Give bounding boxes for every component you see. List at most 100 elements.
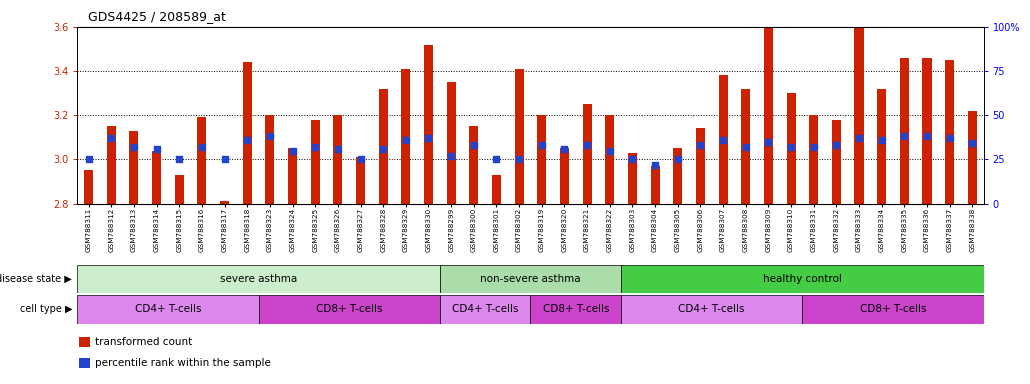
Bar bbox=[651, 166, 659, 204]
Bar bbox=[628, 153, 637, 204]
Point bbox=[715, 137, 731, 143]
Point bbox=[579, 142, 595, 148]
Bar bbox=[84, 170, 93, 204]
Point bbox=[126, 144, 142, 150]
Bar bbox=[810, 115, 818, 204]
Bar bbox=[674, 148, 682, 204]
Point bbox=[352, 156, 369, 162]
Point bbox=[964, 141, 981, 147]
Bar bbox=[787, 93, 795, 204]
Point bbox=[239, 137, 255, 143]
Text: healthy control: healthy control bbox=[763, 274, 842, 284]
Point bbox=[194, 144, 210, 150]
Text: CD4+ T-cells: CD4+ T-cells bbox=[679, 304, 745, 314]
Point bbox=[148, 146, 165, 152]
Bar bbox=[356, 157, 365, 204]
Bar bbox=[530, 295, 621, 324]
Bar bbox=[900, 58, 908, 204]
Point bbox=[670, 156, 686, 162]
Bar bbox=[583, 104, 591, 204]
Bar bbox=[440, 295, 530, 324]
Bar bbox=[334, 115, 342, 204]
Bar bbox=[259, 295, 440, 324]
Bar bbox=[220, 201, 229, 204]
Bar bbox=[878, 89, 886, 204]
Bar bbox=[243, 62, 251, 204]
Bar bbox=[175, 175, 183, 204]
Text: percentile rank within the sample: percentile rank within the sample bbox=[95, 358, 271, 368]
Bar bbox=[440, 265, 621, 293]
Bar bbox=[198, 118, 206, 204]
Point bbox=[828, 142, 845, 148]
Text: CD8+ T-cells: CD8+ T-cells bbox=[543, 304, 609, 314]
Bar bbox=[923, 58, 931, 204]
Bar bbox=[77, 295, 259, 324]
Bar bbox=[470, 126, 478, 204]
Bar bbox=[79, 337, 90, 347]
Point bbox=[443, 153, 459, 159]
Bar bbox=[696, 128, 705, 204]
Bar bbox=[621, 265, 984, 293]
Point bbox=[398, 137, 414, 143]
Point bbox=[556, 146, 573, 152]
Point bbox=[171, 156, 187, 162]
Bar bbox=[855, 27, 863, 204]
Bar bbox=[802, 295, 984, 324]
Text: disease state ▶: disease state ▶ bbox=[0, 274, 72, 284]
Point bbox=[647, 162, 663, 168]
Bar bbox=[560, 148, 569, 204]
Text: CD4+ T-cells: CD4+ T-cells bbox=[135, 304, 201, 314]
Bar bbox=[742, 89, 750, 204]
Bar bbox=[107, 126, 115, 204]
Point bbox=[466, 142, 482, 148]
Point bbox=[330, 146, 346, 152]
Bar bbox=[402, 69, 410, 204]
Point bbox=[103, 135, 119, 141]
Point bbox=[534, 142, 550, 148]
Bar bbox=[515, 69, 523, 204]
Point bbox=[737, 144, 754, 150]
Point bbox=[941, 135, 958, 141]
Bar bbox=[832, 119, 840, 204]
Text: GDS4425 / 208589_at: GDS4425 / 208589_at bbox=[88, 10, 226, 23]
Point bbox=[80, 156, 97, 162]
Bar bbox=[266, 115, 274, 204]
Bar bbox=[311, 119, 319, 204]
Point bbox=[919, 133, 935, 139]
Text: transformed count: transformed count bbox=[95, 337, 193, 347]
Bar bbox=[946, 60, 954, 204]
Bar bbox=[379, 89, 387, 204]
Point bbox=[488, 156, 505, 162]
Text: CD8+ T-cells: CD8+ T-cells bbox=[316, 304, 382, 314]
Bar bbox=[968, 111, 976, 204]
Point bbox=[307, 144, 323, 150]
Point bbox=[851, 135, 867, 141]
Point bbox=[216, 156, 233, 162]
Point bbox=[760, 139, 777, 145]
Text: non-severe asthma: non-severe asthma bbox=[480, 274, 581, 284]
Bar bbox=[424, 45, 433, 204]
Point bbox=[873, 137, 890, 143]
Bar bbox=[538, 115, 546, 204]
Point bbox=[420, 135, 437, 141]
Text: cell type ▶: cell type ▶ bbox=[20, 304, 72, 314]
Text: severe asthma: severe asthma bbox=[219, 274, 297, 284]
Bar bbox=[130, 131, 138, 204]
Point bbox=[284, 147, 301, 154]
Bar bbox=[764, 16, 772, 204]
Text: CD8+ T-cells: CD8+ T-cells bbox=[860, 304, 926, 314]
Point bbox=[375, 146, 391, 152]
Point bbox=[805, 144, 822, 150]
Bar bbox=[621, 295, 802, 324]
Point bbox=[262, 133, 278, 139]
Bar bbox=[492, 175, 501, 204]
Bar bbox=[288, 148, 297, 204]
Point bbox=[783, 144, 799, 150]
Point bbox=[511, 156, 527, 162]
Text: CD4+ T-cells: CD4+ T-cells bbox=[452, 304, 518, 314]
Bar bbox=[79, 358, 90, 368]
Bar bbox=[77, 265, 440, 293]
Bar bbox=[152, 151, 161, 204]
Bar bbox=[447, 82, 455, 204]
Point bbox=[602, 147, 618, 154]
